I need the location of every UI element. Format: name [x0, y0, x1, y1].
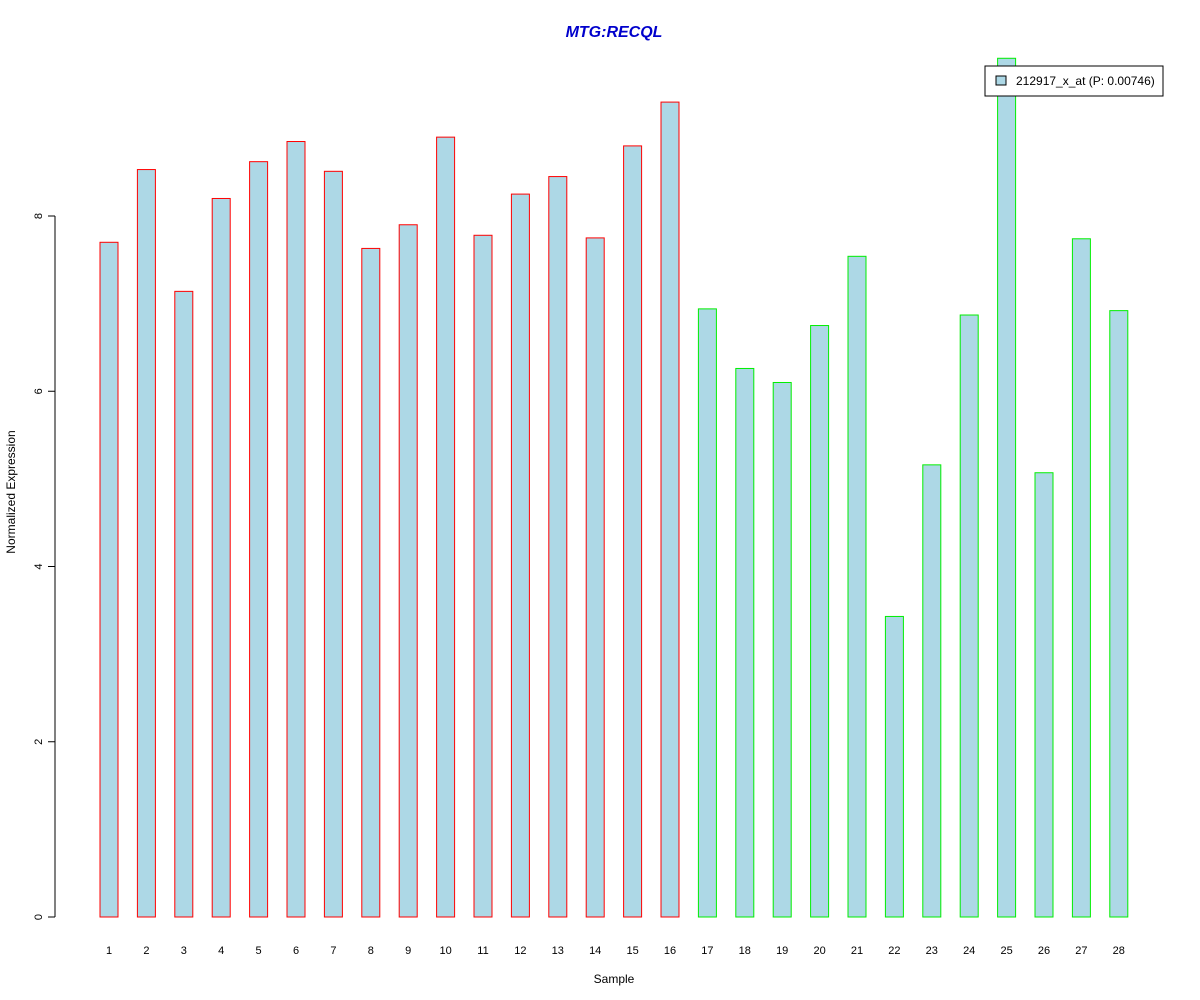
x-tick-label: 10 [439, 945, 451, 957]
y-tick-label: 2 [33, 739, 45, 745]
bar [436, 136, 456, 918]
x-tick-label: 7 [330, 945, 336, 957]
bar [473, 234, 493, 918]
x-tick-labels: 1 2 3 4 5 6 7 8 9 10 11 12 13 14 15 16 17 18 19 20 21 22 23 24 2… [106, 945, 1125, 957]
legend-entry: 212917_x_at (P: 0.00746) [1016, 74, 1155, 88]
bar [735, 367, 755, 918]
bar [1071, 238, 1091, 918]
x-tick-label: 2 [143, 945, 149, 957]
y-tick-label: 8 [33, 213, 45, 219]
y-axis: 0 2 4 6 8 [33, 213, 56, 920]
bar [323, 170, 343, 918]
bar [884, 615, 904, 918]
x-tick-label: 18 [739, 945, 751, 957]
legend: 212917_x_at (P: 0.00746) [984, 65, 1164, 97]
x-tick-label: 16 [664, 945, 676, 957]
bar [697, 308, 717, 918]
bar [249, 161, 269, 918]
bar [510, 193, 530, 918]
x-tick-label: 19 [776, 945, 788, 957]
x-tick-label: 27 [1075, 945, 1087, 957]
bar [99, 241, 119, 918]
bar [847, 255, 867, 918]
x-tick-label: 21 [851, 945, 863, 957]
bar [922, 464, 942, 918]
bar [361, 247, 381, 918]
x-tick-label: 9 [405, 945, 411, 957]
x-axis-label: Sample [594, 972, 635, 986]
x-tick-label: 8 [368, 945, 374, 957]
x-tick-label: 15 [626, 945, 638, 957]
x-tick-label: 24 [963, 945, 975, 957]
x-tick-label: 28 [1113, 945, 1125, 957]
bar [959, 314, 979, 918]
x-tick-label: 20 [813, 945, 825, 957]
x-tick-label: 17 [701, 945, 713, 957]
bar [772, 381, 792, 918]
bar [623, 145, 643, 918]
x-tick-label: 3 [181, 945, 187, 957]
x-tick-label: 14 [589, 945, 601, 957]
bar [398, 224, 418, 918]
bar [286, 141, 306, 918]
x-tick-label: 25 [1000, 945, 1012, 957]
chart-title: MTG:RECQL [566, 24, 663, 41]
legend-swatch [995, 75, 1007, 86]
bar [548, 176, 568, 918]
x-tick-label: 5 [256, 945, 262, 957]
y-tick-label: 0 [33, 914, 45, 920]
x-tick-label: 13 [552, 945, 564, 957]
x-tick-label: 1 [106, 945, 112, 957]
bar [1034, 472, 1054, 918]
bar [997, 57, 1017, 918]
bar [810, 325, 830, 918]
x-tick-label: 12 [514, 945, 526, 957]
x-tick-label: 26 [1038, 945, 1050, 957]
y-tick-label: 4 [33, 563, 45, 569]
bar [136, 169, 156, 918]
x-tick-label: 22 [888, 945, 900, 957]
y-axis-label: Normalized Expression [4, 430, 18, 553]
bars [99, 57, 1129, 918]
legend-box [984, 65, 1164, 97]
bar [585, 237, 605, 918]
bar [174, 290, 194, 918]
x-tick-label: 11 [477, 945, 488, 957]
x-tick-label: 23 [926, 945, 938, 957]
x-tick-label: 4 [218, 945, 224, 957]
bar [660, 101, 680, 918]
x-tick-label: 6 [293, 945, 299, 957]
y-tick-label: 6 [33, 388, 45, 394]
bar [211, 197, 231, 918]
bar [1109, 310, 1129, 918]
